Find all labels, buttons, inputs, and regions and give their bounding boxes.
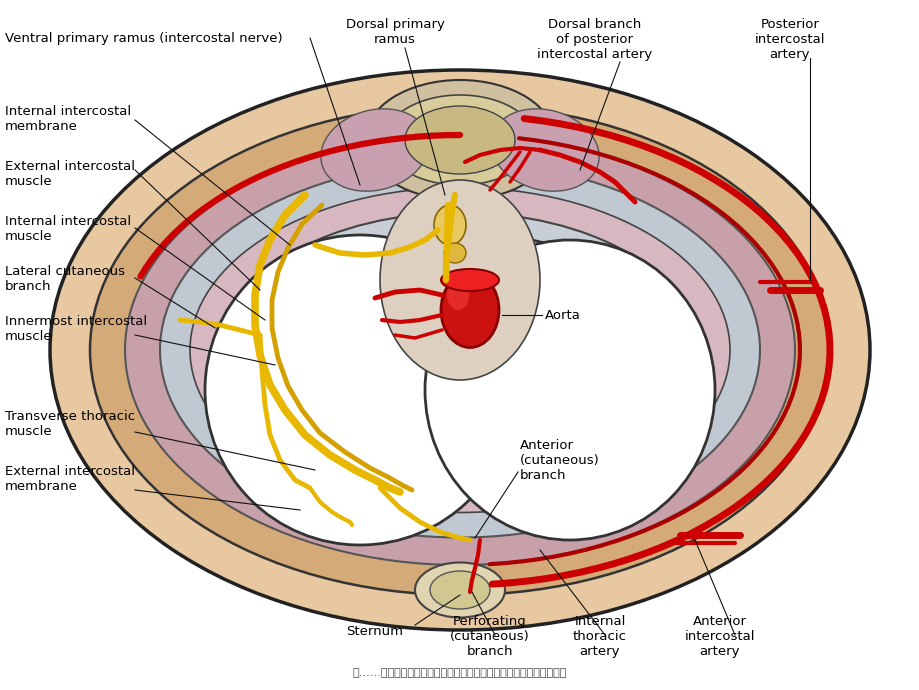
Text: Aorta: Aorta: [544, 308, 580, 322]
Ellipse shape: [125, 135, 794, 565]
Text: Dorsal primary
ramus: Dorsal primary ramus: [346, 18, 444, 46]
Text: Anterior
intercostal
artery: Anterior intercostal artery: [684, 615, 754, 658]
Ellipse shape: [255, 233, 664, 468]
Text: Posterior
intercostal
artery: Posterior intercostal artery: [754, 18, 824, 61]
Ellipse shape: [440, 273, 498, 348]
Text: External intercostal
membrane: External intercostal membrane: [5, 465, 135, 493]
Text: Anterior
(cutaneous)
branch: Anterior (cutaneous) branch: [519, 439, 599, 482]
Text: Internal intercostal
membrane: Internal intercostal membrane: [5, 105, 131, 133]
Text: Internal
thoracic
artery: Internal thoracic artery: [573, 615, 627, 658]
Ellipse shape: [440, 269, 498, 291]
Ellipse shape: [425, 240, 714, 540]
Text: External intercostal
muscle: External intercostal muscle: [5, 160, 135, 188]
Ellipse shape: [160, 163, 759, 538]
Ellipse shape: [321, 109, 428, 191]
Ellipse shape: [90, 105, 829, 595]
Ellipse shape: [414, 562, 505, 618]
Ellipse shape: [429, 571, 490, 609]
Ellipse shape: [222, 213, 697, 488]
Ellipse shape: [404, 106, 515, 174]
Ellipse shape: [365, 80, 554, 200]
Ellipse shape: [190, 188, 729, 513]
Ellipse shape: [384, 95, 535, 185]
Text: Innermost intercostal
muscle: Innermost intercostal muscle: [5, 315, 147, 343]
Text: Perforating
(cutaneous)
branch: Perforating (cutaneous) branch: [449, 615, 529, 658]
Ellipse shape: [447, 280, 469, 310]
Text: 图……胸壁部分解剖，显示肋间背肌、肋间神经和肋间肌间的位置关系: 图……胸壁部分解剖，显示肋间背肌、肋间神经和肋间肌间的位置关系: [352, 668, 567, 678]
Ellipse shape: [380, 180, 539, 380]
Text: Ventral primary ramus (intercostal nerve): Ventral primary ramus (intercostal nerve…: [5, 32, 282, 45]
Ellipse shape: [434, 205, 466, 245]
Text: Internal intercostal
muscle: Internal intercostal muscle: [5, 215, 131, 243]
Text: Lateral cutaneous
branch: Lateral cutaneous branch: [5, 265, 125, 293]
Text: Transverse thoracic
muscle: Transverse thoracic muscle: [5, 410, 135, 438]
Ellipse shape: [491, 109, 598, 191]
Ellipse shape: [50, 70, 869, 630]
Ellipse shape: [205, 235, 515, 545]
Ellipse shape: [444, 243, 466, 263]
Text: Sternum: Sternum: [346, 625, 403, 638]
Text: Dorsal branch
of posterior
intercostal artery: Dorsal branch of posterior intercostal a…: [537, 18, 652, 61]
